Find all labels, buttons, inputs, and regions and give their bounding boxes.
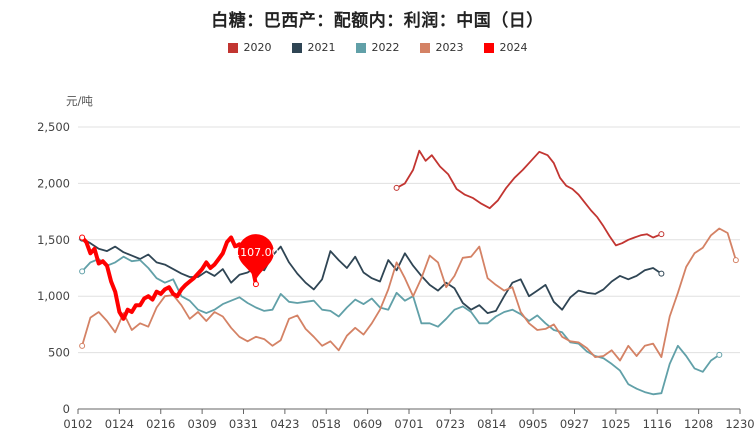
series-point bbox=[79, 234, 86, 241]
series-line-2021[interactable] bbox=[81, 237, 662, 314]
legend-item-2020[interactable]: 2020 bbox=[227, 41, 272, 54]
x-tick-label: 0216 bbox=[146, 417, 175, 431]
x-tick-label: 1116 bbox=[643, 417, 672, 431]
y-tick-label: 0 bbox=[63, 402, 70, 416]
series-line-2022[interactable] bbox=[81, 255, 720, 396]
x-tick-label: 0518 bbox=[312, 417, 341, 431]
legend-label: 2021 bbox=[307, 41, 336, 54]
annotation-pin bbox=[237, 234, 274, 281]
x-axis-ticks: 0102 0124 0216 0309 0331 0423 0518 0609 0701 0723… bbox=[63, 409, 755, 431]
annotation: 1107.00 bbox=[233, 234, 279, 281]
legend-label: 2023 bbox=[435, 41, 464, 54]
legend-swatch bbox=[291, 42, 302, 53]
x-tick-label: 1230 bbox=[725, 417, 754, 431]
y-axis-label: 元/吨 bbox=[66, 94, 93, 108]
y-tick-label: 1,000 bbox=[37, 289, 70, 303]
x-tick-label: 0331 bbox=[229, 417, 258, 431]
y-tick-label: 2,500 bbox=[37, 120, 70, 134]
legend-label: 2024 bbox=[499, 41, 528, 54]
legend: 2020 2021 2022 2023 2024 bbox=[0, 41, 755, 54]
legend-swatch bbox=[355, 42, 366, 53]
legend-swatch bbox=[483, 42, 494, 53]
series-point bbox=[79, 268, 86, 275]
series-point bbox=[716, 351, 723, 358]
legend-item-2023[interactable]: 2023 bbox=[419, 41, 464, 54]
x-tick-label: 0814 bbox=[477, 417, 506, 431]
legend-item-2024[interactable]: 2024 bbox=[483, 41, 528, 54]
x-tick-label: 0102 bbox=[63, 417, 92, 431]
x-tick-label: 0701 bbox=[394, 417, 423, 431]
x-tick-label: 0723 bbox=[436, 417, 465, 431]
series-point bbox=[393, 184, 400, 191]
legend-swatch bbox=[227, 42, 238, 53]
y-tick-label: 2,000 bbox=[37, 176, 70, 190]
legend-item-2021[interactable]: 2021 bbox=[291, 41, 336, 54]
legend-swatch bbox=[419, 42, 430, 53]
x-tick-label: 0309 bbox=[187, 417, 216, 431]
y-tick-label: 1,500 bbox=[37, 233, 70, 247]
x-tick-label: 0609 bbox=[353, 417, 382, 431]
annotation-label: 1107.00 bbox=[233, 246, 279, 259]
chart-title: 白糖：巴西产：配额内：利润：中国（日） bbox=[211, 11, 544, 31]
series-lines bbox=[79, 149, 739, 396]
x-tick-label: 0927 bbox=[560, 417, 589, 431]
x-tick-label: 0905 bbox=[518, 417, 547, 431]
y-tick-label: 500 bbox=[48, 346, 70, 360]
series-line-2023[interactable] bbox=[81, 227, 737, 362]
legend-label: 2020 bbox=[243, 41, 272, 54]
legend-label: 2022 bbox=[371, 41, 400, 54]
series-point bbox=[658, 270, 665, 277]
series-point bbox=[658, 231, 665, 238]
x-tick-label: 0124 bbox=[105, 417, 134, 431]
series-line-2024[interactable] bbox=[80, 235, 258, 321]
series-line-2020[interactable] bbox=[396, 149, 662, 247]
series-point bbox=[732, 257, 739, 264]
legend-item-2022[interactable]: 2022 bbox=[355, 41, 400, 54]
y-axis-ticks: 0 500 1,000 1,500 2,000 2,500 bbox=[37, 120, 70, 416]
x-tick-label: 1025 bbox=[601, 417, 630, 431]
grid-lines bbox=[78, 126, 740, 410]
x-tick-label: 0423 bbox=[270, 417, 299, 431]
series-point bbox=[79, 342, 86, 349]
series-point bbox=[252, 281, 259, 288]
x-tick-label: 1208 bbox=[684, 417, 713, 431]
